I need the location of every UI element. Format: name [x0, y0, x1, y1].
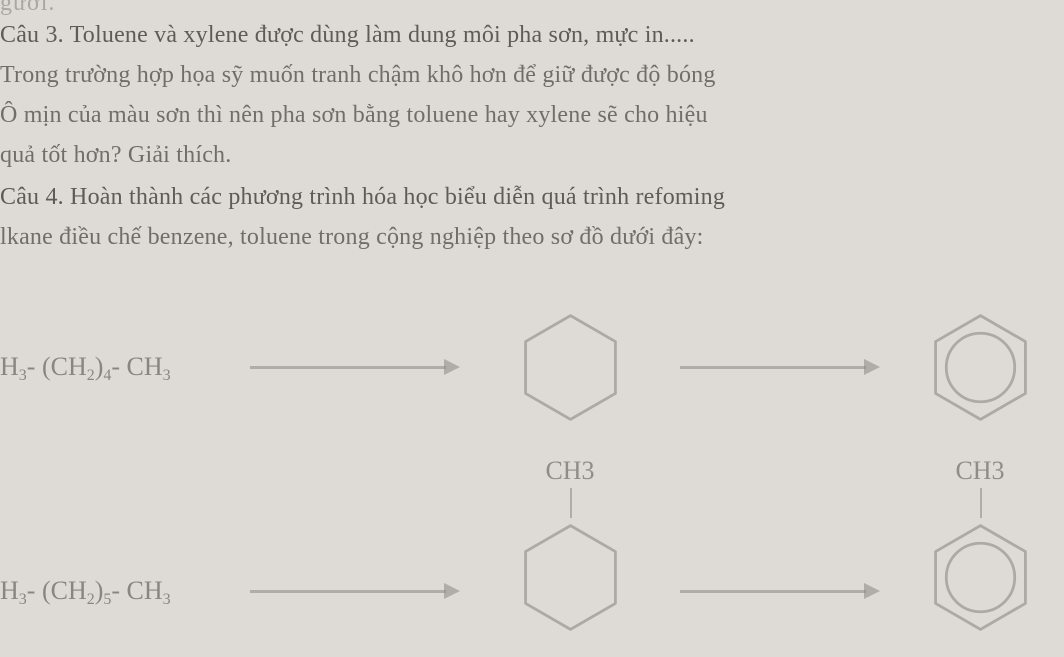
- subscript: 2: [87, 367, 95, 385]
- label-ch3-toluene: CH3: [945, 456, 1015, 486]
- arrow-line-icon: [250, 590, 446, 593]
- bond-methylcyclohexane: [570, 488, 572, 518]
- cau4-line2: lkane điều chế benzene, toluene trong cộ…: [0, 224, 704, 251]
- methylcyclohexane-hexagon: [520, 520, 621, 640]
- benzene-ring-icon: [930, 310, 1031, 425]
- cau3-line1: Câu 3. Toluene và xylene được dùng làm d…: [0, 22, 695, 49]
- cutoff-top-text: gươi.: [0, 0, 55, 17]
- cau3-line3: Ô mịn của màu sơn thì nên pha sơn bằng t…: [0, 102, 708, 129]
- reactions-block: H3 - (CH2)4 - CH3 CH3 CH3 H3 - (CH2)5 - …: [0, 306, 1064, 657]
- arrow-line-icon: [680, 590, 866, 593]
- benzene-hexagon: [930, 310, 1031, 430]
- formula-heptane: H3 - (CH2)5 - CH3: [0, 576, 171, 606]
- subscript: 3: [19, 591, 27, 609]
- reaction-row-2: CH3 CH3 H3 - (CH2)5 - CH3: [0, 496, 1064, 657]
- reaction-row-1: H3 - (CH2)4 - CH3: [0, 306, 1064, 486]
- label-ch3-methylcyclohexane: CH3: [535, 456, 605, 486]
- cau3-line2: Trong trường hợp họa sỹ muốn tranh chậm …: [0, 62, 716, 89]
- arrow-head-icon: [864, 583, 880, 599]
- benzene-ring-icon: [930, 520, 1031, 635]
- arrow-head-icon: [444, 583, 460, 599]
- arrow-line-icon: [680, 366, 866, 369]
- arrow-head-icon: [864, 359, 880, 375]
- subscript: 3: [19, 367, 27, 385]
- toluene-hexagon: [930, 520, 1031, 640]
- subscript: 5: [103, 591, 111, 609]
- bond-toluene: [980, 488, 982, 518]
- arrow-head-icon: [444, 359, 460, 375]
- arrow-line-icon: [250, 366, 446, 369]
- subscript: 3: [163, 591, 171, 609]
- cau4-line1: Câu 4. Hoàn thành các phương trình hóa h…: [0, 184, 725, 211]
- hexagon-icon: [520, 520, 621, 635]
- cau3-line4: quả tốt hơn? Giải thích.: [0, 142, 231, 169]
- hexagon-icon: [520, 310, 621, 425]
- cyclohexane-hexagon: [520, 310, 621, 430]
- subscript: 4: [103, 367, 111, 385]
- formula-hexane: H3 - (CH2)4 - CH3: [0, 352, 171, 382]
- subscript: 3: [163, 367, 171, 385]
- subscript: 2: [87, 591, 95, 609]
